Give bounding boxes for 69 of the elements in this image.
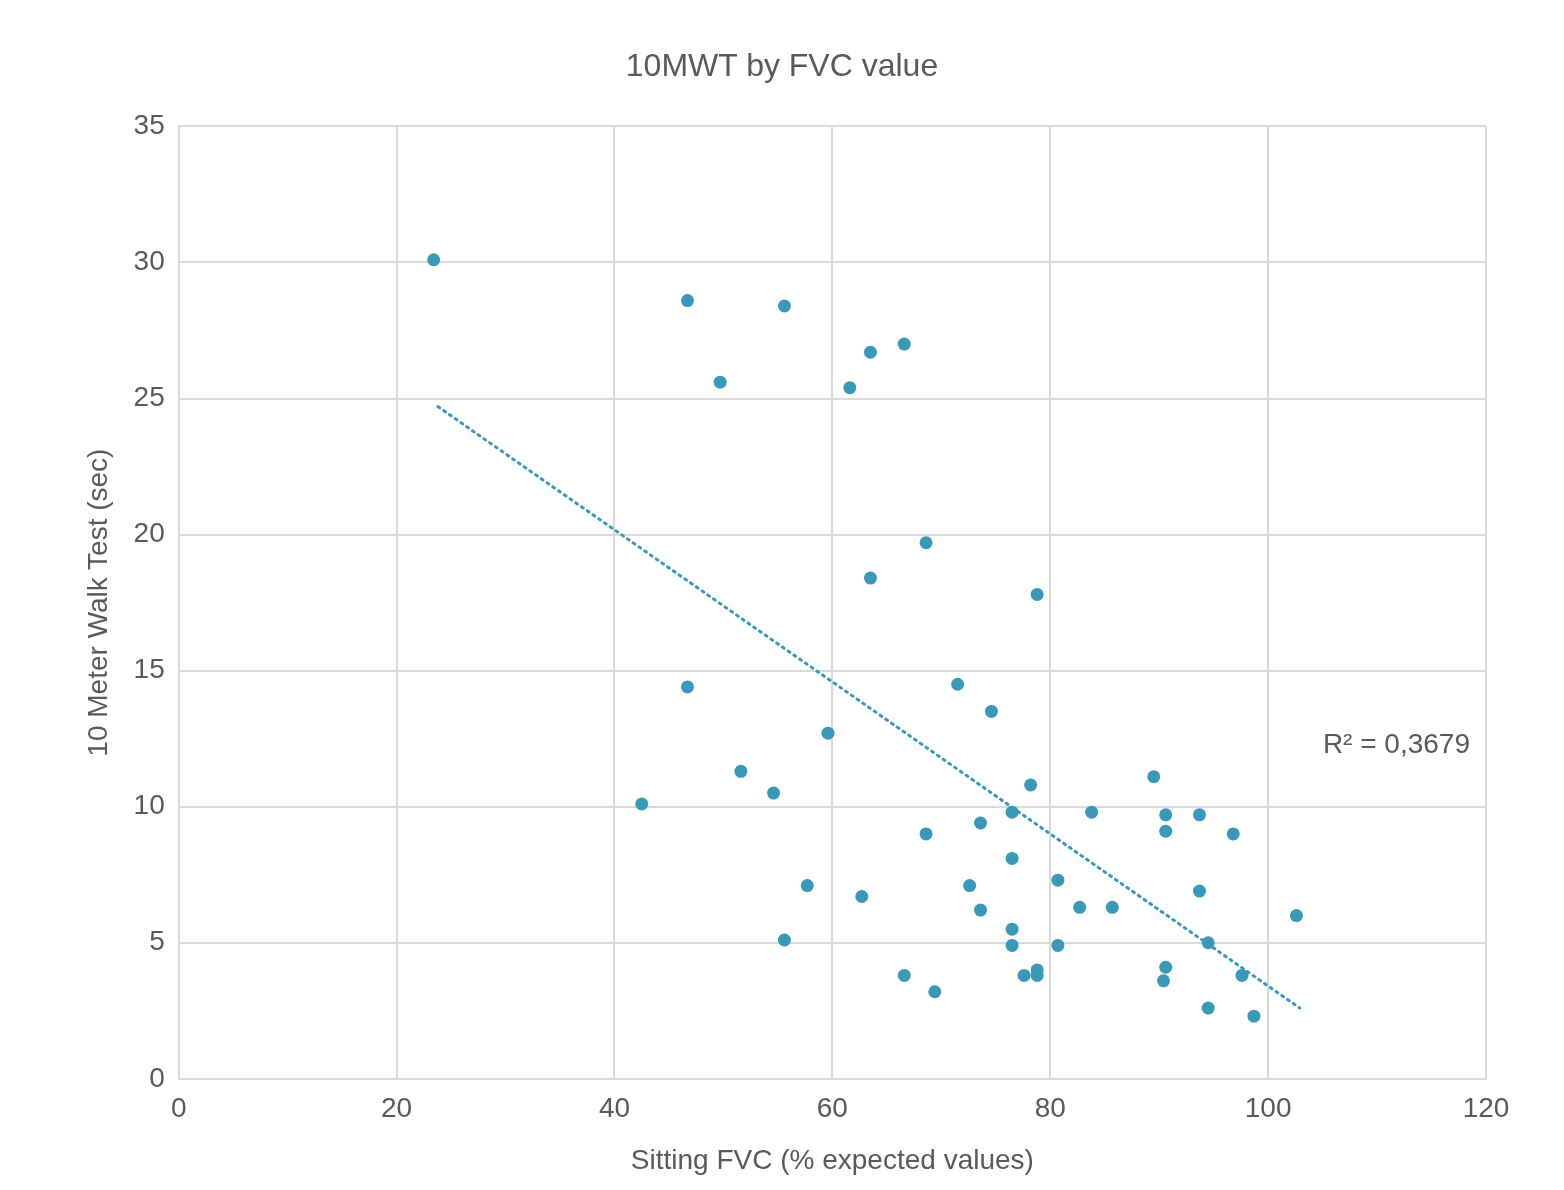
point bbox=[1051, 938, 1065, 952]
x-tick-label: 80 bbox=[1034, 1092, 1066, 1124]
point bbox=[855, 889, 869, 903]
point bbox=[680, 680, 694, 694]
y-tick-label: 10 bbox=[133, 789, 165, 821]
point bbox=[427, 253, 441, 267]
point bbox=[984, 704, 998, 718]
point bbox=[919, 536, 933, 550]
y-tick-label: 25 bbox=[133, 381, 165, 413]
x-tick-label: 20 bbox=[381, 1092, 413, 1124]
x-axis-title: Sitting FVC (% expected values) bbox=[630, 1143, 1034, 1175]
point bbox=[1105, 900, 1119, 914]
point bbox=[680, 294, 694, 308]
point bbox=[1159, 824, 1173, 838]
point bbox=[1201, 936, 1215, 950]
point bbox=[777, 933, 791, 947]
point bbox=[864, 345, 877, 359]
point bbox=[864, 571, 877, 585]
point bbox=[1051, 873, 1065, 887]
point bbox=[928, 985, 942, 999]
point bbox=[1159, 808, 1173, 822]
point bbox=[963, 879, 977, 893]
point bbox=[897, 968, 911, 982]
x-tick-label: 40 bbox=[598, 1092, 631, 1124]
point bbox=[1247, 1009, 1261, 1023]
point bbox=[800, 879, 814, 893]
x-tick-label: 120 bbox=[1462, 1092, 1510, 1124]
point bbox=[1085, 805, 1099, 819]
point bbox=[951, 677, 965, 691]
point bbox=[843, 381, 857, 395]
point bbox=[1235, 968, 1249, 982]
y-tick-label: 20 bbox=[133, 517, 165, 549]
point bbox=[1024, 778, 1038, 792]
point bbox=[1030, 587, 1044, 601]
point bbox=[1226, 827, 1240, 841]
point bbox=[1017, 968, 1031, 982]
point bbox=[1005, 922, 1019, 936]
chart-title: 10MWT by FVC value bbox=[625, 47, 939, 84]
point bbox=[734, 764, 748, 778]
y-tick-label: 15 bbox=[133, 653, 165, 685]
point bbox=[767, 786, 781, 800]
point bbox=[1005, 805, 1019, 819]
point bbox=[777, 299, 791, 313]
point bbox=[1159, 960, 1173, 974]
x-tick-label: 0 bbox=[170, 1092, 187, 1124]
point bbox=[1201, 1001, 1215, 1015]
point bbox=[1192, 884, 1206, 898]
point bbox=[1005, 851, 1019, 865]
point bbox=[1073, 900, 1087, 914]
point bbox=[1157, 974, 1171, 988]
point bbox=[1005, 938, 1019, 952]
point bbox=[919, 827, 933, 841]
point bbox=[821, 726, 835, 740]
point bbox=[974, 816, 988, 830]
x-tick-label: 60 bbox=[816, 1092, 848, 1124]
y-tick-label: 5 bbox=[149, 925, 165, 957]
x-tick-label: 100 bbox=[1244, 1092, 1292, 1124]
y-axis-title: 10 Meter Walk Test (sec) bbox=[81, 448, 113, 757]
point bbox=[1192, 808, 1206, 822]
point bbox=[713, 375, 727, 389]
y-tick-label: 0 bbox=[149, 1061, 165, 1093]
y-tick-label: 35 bbox=[133, 109, 165, 141]
point bbox=[635, 797, 649, 811]
point bbox=[974, 903, 988, 917]
y-tick-label: 30 bbox=[133, 245, 165, 277]
point bbox=[897, 337, 911, 351]
point bbox=[1147, 770, 1161, 784]
annotation: R² = 0,3679 bbox=[1322, 728, 1470, 760]
point bbox=[1289, 909, 1303, 923]
